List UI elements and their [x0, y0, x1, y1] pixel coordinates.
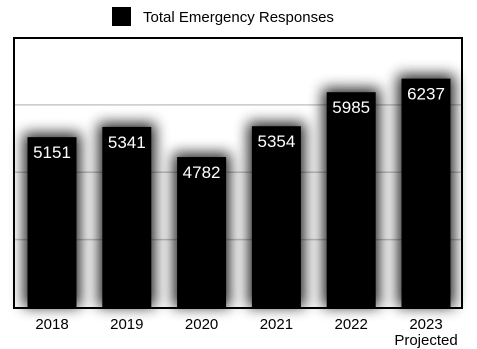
x-tick-label: 2020	[185, 316, 218, 333]
value-label: 5151	[33, 143, 71, 162]
bar	[177, 157, 227, 307]
legend: Total Emergency Responses	[112, 7, 334, 26]
gridlines	[15, 104, 461, 241]
value-label: 5341	[108, 133, 146, 152]
value-labels: 5151 5341 4782 5354 5985 6237	[33, 85, 445, 182]
bar	[251, 126, 301, 308]
x-tick-label: 2021	[260, 316, 293, 333]
bar	[326, 92, 376, 307]
bar	[27, 137, 77, 307]
bars	[27, 78, 451, 308]
value-label: 5354	[257, 132, 295, 151]
value-label: 4782	[183, 163, 221, 182]
x-tick-label: 2022	[335, 316, 368, 333]
x-tick-label: 2023 Projected	[394, 316, 457, 349]
legend-label: Total Emergency Responses	[143, 9, 334, 26]
value-label: 6237	[407, 85, 445, 104]
legend-swatch	[112, 7, 131, 26]
x-tick-label: 2019	[110, 316, 143, 333]
x-tick-label: 2018	[35, 316, 68, 333]
value-label: 5985	[332, 98, 370, 117]
bar	[102, 126, 152, 307]
bar	[401, 78, 451, 307]
x-tick-labels: 2018 2019 2020 2021 2022 2023 Projected	[35, 316, 457, 349]
